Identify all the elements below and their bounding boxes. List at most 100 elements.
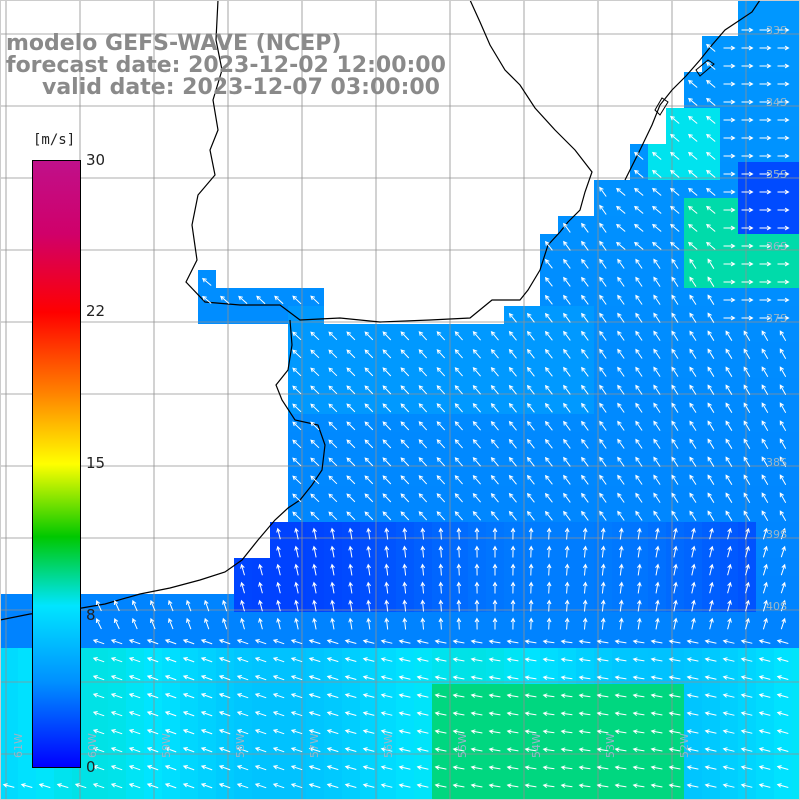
- wind-arrow: [741, 189, 754, 195]
- wind-speed-cell: [666, 234, 684, 252]
- wind-arrow: [691, 617, 696, 630]
- wind-arrow: [707, 294, 715, 305]
- wind-arrow: [780, 617, 786, 630]
- wind-arrow: [326, 765, 339, 771]
- wind-arrow: [544, 474, 553, 485]
- wind-arrow: [524, 747, 537, 752]
- wind-arrow: [362, 657, 375, 662]
- wind-speed-cell: [774, 36, 792, 54]
- wind-arrow: [758, 657, 771, 662]
- wind-arrow: [164, 693, 177, 699]
- wind-arrow: [470, 693, 483, 698]
- wind-arrow: [689, 510, 697, 521]
- wind-arrow: [723, 225, 736, 231]
- wind-speed-cell: [648, 756, 666, 774]
- wind-arrow: [326, 693, 339, 699]
- wind-arrow: [650, 783, 663, 788]
- wind-arrow: [706, 43, 716, 52]
- wind-speed-cell: [684, 756, 702, 774]
- wind-speed-cell: [432, 756, 450, 774]
- wind-arrow: [741, 117, 754, 123]
- wind-speed-cell: [792, 288, 800, 306]
- wind-speed-cell: [522, 630, 540, 648]
- wind-arrow: [312, 599, 317, 612]
- wind-arrow: [689, 402, 697, 413]
- wind-speed-cell: [792, 666, 800, 684]
- wind-speed-cell: [468, 702, 486, 720]
- wind-speed-cell: [252, 702, 270, 720]
- wind-speed-cell: [0, 630, 18, 648]
- wind-speed-cell: [270, 684, 288, 702]
- wind-speed-cell: [792, 720, 800, 738]
- wind-speed-cell: [702, 702, 720, 720]
- wind-arrow: [290, 675, 303, 681]
- lon-label: 56W: [382, 733, 395, 758]
- wind-speed-cell: [738, 774, 756, 792]
- wind-speed-cell: [396, 774, 414, 792]
- wind-arrow: [328, 385, 338, 395]
- wind-speed-cell: [756, 540, 774, 558]
- wind-speed-cell: [792, 468, 800, 486]
- wind-arrow: [761, 330, 769, 342]
- wind-speed-cell: [702, 576, 720, 594]
- wind-speed-cell: [216, 792, 234, 800]
- wind-speed-cell: [720, 792, 738, 800]
- wind-arrow: [563, 258, 571, 269]
- wind-speed-cell: [504, 738, 522, 756]
- wind-arrow: [653, 330, 661, 341]
- wind-arrow: [581, 222, 589, 233]
- wind-speed-cell: [252, 630, 270, 648]
- wind-arrow: [364, 331, 374, 341]
- wind-arrow: [400, 457, 410, 467]
- wind-speed-cell: [468, 684, 486, 702]
- wind-speed-cell: [198, 774, 216, 792]
- wind-arrow: [74, 783, 87, 789]
- wind-arrow: [617, 366, 625, 377]
- wind-arrow: [560, 747, 573, 752]
- wind-arrow: [490, 367, 499, 377]
- wind-arrow: [761, 510, 769, 522]
- wind-speed-cell: [774, 90, 792, 108]
- wind-arrow: [653, 438, 661, 449]
- wind-arrow: [402, 617, 408, 630]
- wind-arrow: [524, 675, 537, 680]
- wind-arrow: [290, 729, 303, 735]
- wind-arrow: [776, 747, 789, 752]
- wind-arrow: [132, 599, 138, 612]
- wind-speed-cell: [270, 306, 288, 324]
- wind-arrow: [308, 729, 321, 735]
- wind-arrow: [272, 657, 285, 663]
- wind-arrow: [581, 492, 589, 503]
- wind-arrow: [582, 617, 588, 630]
- wind-speed-cell: [324, 702, 342, 720]
- wind-arrow: [671, 420, 679, 431]
- wind-arrow: [614, 711, 627, 716]
- wind-speed-cell: [162, 756, 180, 774]
- wind-arrow: [146, 765, 159, 771]
- wind-speed-cell: [720, 630, 738, 648]
- wind-speed-cell: [774, 288, 792, 306]
- wind-speed-cell: [648, 540, 666, 558]
- wind-arrow: [510, 617, 516, 630]
- wind-arrow: [745, 527, 750, 540]
- wind-speed-cell: [756, 54, 774, 72]
- wind-arrow: [92, 675, 105, 681]
- wind-arrow: [653, 312, 661, 323]
- wind-arrow: [617, 420, 625, 431]
- wind-speed-cell: [702, 90, 720, 108]
- wind-speed-cell: [324, 540, 342, 558]
- lat-label: 33S: [766, 24, 787, 37]
- wind-speed-cell: [108, 702, 126, 720]
- wind-arrow: [420, 563, 426, 576]
- wind-arrow: [312, 563, 317, 576]
- wind-arrow: [759, 81, 772, 87]
- wind-arrow: [563, 438, 571, 449]
- wind-speed-cell: [720, 522, 738, 540]
- wind-arrow: [236, 693, 249, 699]
- wind-arrow: [544, 456, 553, 467]
- wind-speed-cell: [702, 54, 720, 72]
- wind-speed-cell: [144, 774, 162, 792]
- wind-speed-cell: [216, 630, 234, 648]
- wind-arrow: [743, 330, 751, 341]
- wind-speed-cell: [612, 720, 630, 738]
